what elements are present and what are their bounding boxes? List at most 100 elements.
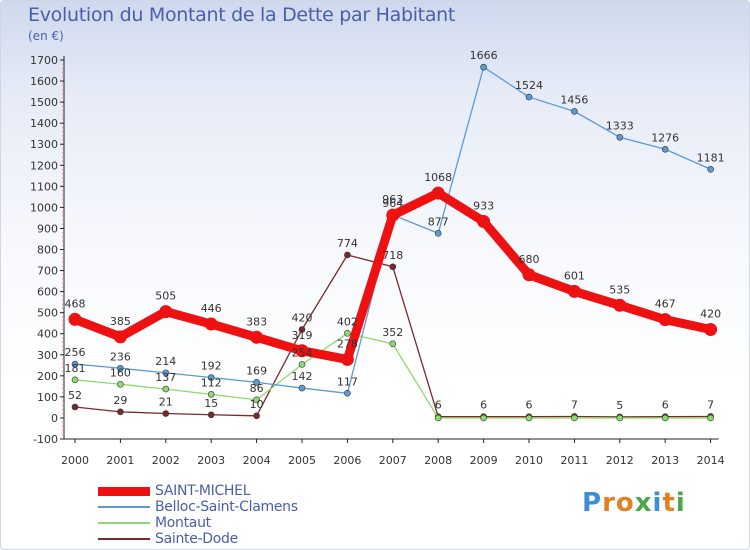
data-label: 467 — [655, 298, 676, 311]
data-label: 1181 — [697, 151, 725, 164]
data-point — [567, 284, 581, 298]
data-label: 601 — [564, 269, 585, 282]
y-tick-label: 200 — [37, 370, 58, 383]
y-tick-label: 1700 — [30, 54, 58, 67]
data-point — [162, 369, 170, 377]
y-tick-label: 1500 — [30, 96, 58, 109]
data-point — [298, 326, 306, 333]
y-tick-label: 0 — [51, 412, 58, 425]
data-point — [571, 108, 578, 115]
x-tick-label: 2009 — [470, 454, 498, 467]
data-label: 181 — [65, 362, 86, 375]
y-tick-label: -100 — [33, 433, 58, 446]
data-label: 877 — [428, 215, 449, 228]
data-point — [344, 251, 351, 259]
data-point — [68, 312, 82, 326]
axes: -100 0 100 200 300 400 500 600 700 800 900 1000 1100… — [30, 54, 725, 467]
data-point — [431, 186, 445, 200]
data-point — [344, 390, 351, 397]
data-point — [522, 268, 536, 282]
data-point — [298, 384, 306, 392]
brand-letter: o — [615, 488, 635, 518]
series-layer — [68, 63, 718, 422]
data-label: 1333 — [606, 119, 634, 132]
legend-label: SAINT-MICHEL — [155, 483, 251, 499]
data-label: 7 — [707, 398, 714, 411]
brand-letter: i — [675, 488, 686, 518]
data-point — [207, 391, 215, 398]
data-label: 933 — [473, 199, 494, 212]
data-label: 160 — [110, 366, 131, 379]
x-tick-label: 2004 — [243, 454, 271, 467]
brand-letter: x — [634, 488, 653, 518]
x-tick-label: 2006 — [333, 454, 361, 467]
data-point — [117, 380, 124, 388]
data-label: 6 — [662, 399, 669, 412]
data-point — [707, 165, 714, 173]
data-label: 1666 — [470, 49, 498, 62]
x-tick-label: 2000 — [61, 454, 89, 467]
data-point — [613, 298, 627, 312]
data-label: 236 — [110, 350, 131, 363]
y-tick-label: 900 — [37, 222, 58, 235]
y-tick-label: 300 — [37, 349, 58, 362]
data-label: 402 — [337, 315, 358, 328]
legend-label: Belloc-Saint-Clamens — [155, 499, 298, 515]
data-label: 15 — [204, 397, 218, 410]
x-tick-label: 2008 — [424, 454, 452, 467]
x-tick-label: 2010 — [515, 454, 543, 467]
data-point — [389, 340, 397, 348]
legend-swatch — [98, 486, 150, 496]
data-label: 468 — [65, 297, 86, 310]
data-label: 1456 — [560, 93, 588, 106]
data-label: 718 — [382, 249, 403, 262]
data-label: 5 — [616, 399, 623, 412]
data-label: 52 — [68, 389, 82, 402]
data-label: 420 — [700, 308, 721, 321]
y-tick-label: 400 — [37, 328, 58, 341]
x-tick-label: 2013 — [651, 454, 679, 467]
brand-letter: t — [662, 488, 676, 518]
data-point — [571, 414, 578, 422]
data-label: 680 — [519, 253, 540, 266]
data-point — [162, 410, 170, 417]
data-label: 21 — [159, 396, 173, 409]
data-label: 1276 — [651, 131, 679, 144]
y-tick-label: 100 — [37, 391, 58, 404]
data-point — [159, 305, 173, 319]
data-label: 964 — [382, 197, 403, 210]
brand-letter: i — [652, 488, 663, 518]
data-label: 319 — [292, 329, 313, 342]
data-point — [661, 145, 669, 153]
y-tick-label: 1200 — [30, 159, 58, 172]
data-point — [480, 63, 487, 71]
data-label: 214 — [155, 355, 176, 368]
y-tick-label: 1400 — [30, 117, 58, 130]
data-point — [207, 411, 215, 419]
data-point — [477, 214, 491, 228]
data-point — [658, 313, 672, 327]
data-point — [253, 396, 260, 404]
data-label: 192 — [201, 360, 222, 373]
data-point — [71, 376, 79, 384]
y-tick-label: 500 — [37, 307, 58, 320]
data-label: 963 — [382, 193, 403, 206]
y-tick-label: 1300 — [30, 138, 58, 151]
x-tick-label: 2003 — [197, 454, 225, 467]
data-label: 256 — [65, 346, 86, 359]
data-label: 254 — [292, 346, 313, 359]
data-point — [207, 374, 215, 381]
data-point — [295, 344, 309, 358]
x-tick-label: 2014 — [697, 454, 725, 467]
data-label: 142 — [292, 370, 313, 383]
data-point — [162, 385, 170, 393]
y-tick-label: 1100 — [30, 180, 58, 193]
data-label: 86 — [250, 382, 264, 395]
data-point — [434, 414, 442, 422]
data-label: 535 — [609, 283, 630, 296]
data-label: 1068 — [424, 171, 452, 184]
y-tick-label: 1600 — [30, 75, 58, 88]
data-point — [204, 317, 218, 331]
data-label: 117 — [337, 375, 358, 388]
